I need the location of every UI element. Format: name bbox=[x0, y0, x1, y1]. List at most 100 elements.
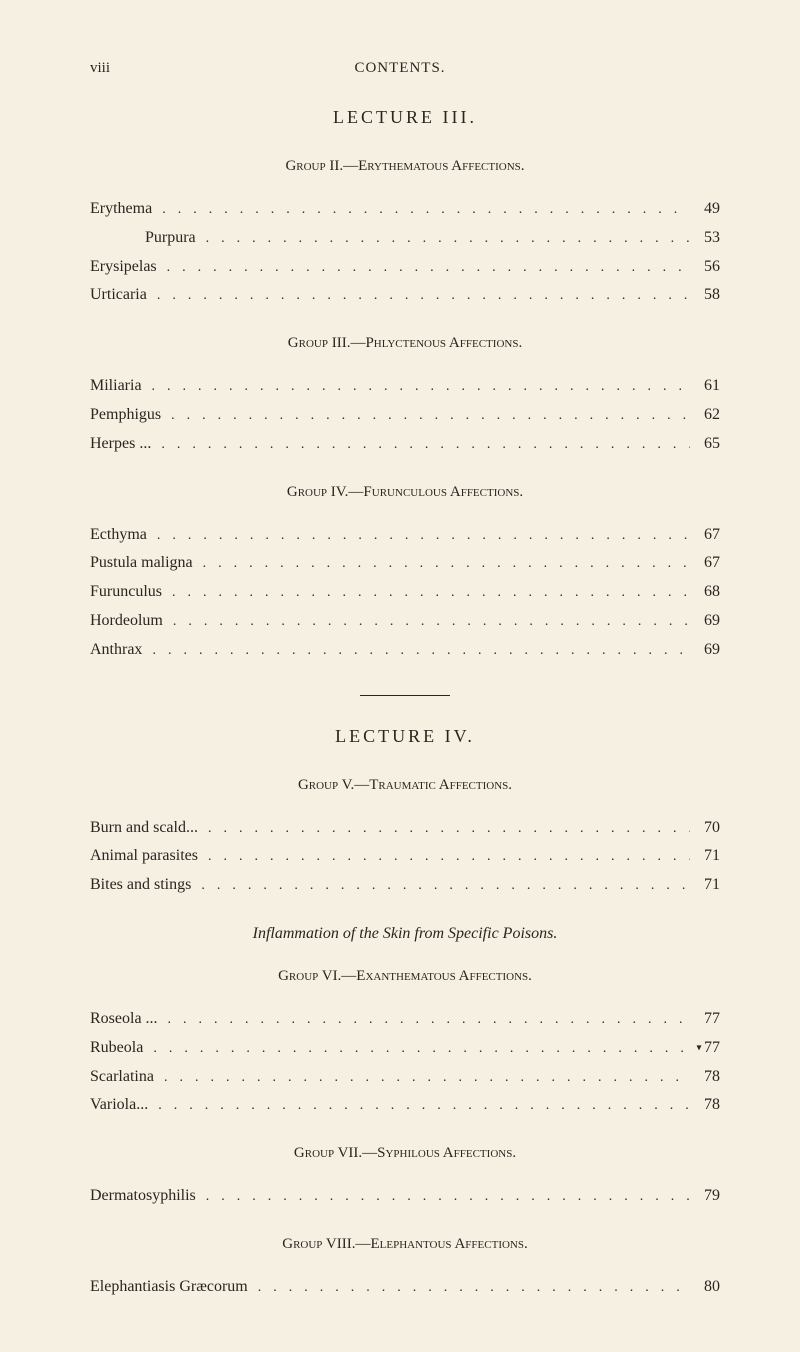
toc-label: Ecthyma bbox=[90, 521, 147, 550]
toc-page-number: 67 bbox=[690, 521, 720, 550]
header-spacer bbox=[690, 60, 720, 77]
toc-line: Pustula maligna.........................… bbox=[90, 549, 720, 578]
toc-page-number: 61 bbox=[690, 372, 720, 401]
group-8-items: Elephantiasis Græcorum..................… bbox=[90, 1273, 720, 1302]
toc-line: Herpes .................................… bbox=[90, 430, 720, 459]
toc-line: Purpura.................................… bbox=[90, 224, 720, 253]
toc-page-number: 79 bbox=[690, 1182, 720, 1211]
toc-line: Variola.................................… bbox=[90, 1091, 720, 1120]
toc-label: Erythema bbox=[90, 195, 152, 224]
toc-label: Roseola ... bbox=[90, 1005, 158, 1034]
toc-page-number: 49 bbox=[690, 195, 720, 224]
toc-page-number: 69 bbox=[690, 607, 720, 636]
toc-dots: ........................................ bbox=[152, 197, 690, 222]
toc-page-number: 71 bbox=[690, 842, 720, 871]
page-container: viii CONTENTS. LECTURE III. Group II.—Er… bbox=[0, 0, 800, 1352]
toc-line: Burn and scald..........................… bbox=[90, 814, 720, 843]
group-7-title: Group VII.—Syphilous Affections. bbox=[90, 1145, 720, 1162]
toc-page-number: 80 bbox=[690, 1273, 720, 1302]
lecture-3-title: LECTURE III. bbox=[90, 107, 720, 128]
toc-page-number: 70 bbox=[690, 814, 720, 843]
toc-dots: ........................................ bbox=[143, 1036, 690, 1061]
group-5-items: Burn and scald..........................… bbox=[90, 814, 720, 900]
group-6-items: Roseola ................................… bbox=[90, 1005, 720, 1120]
group-2-items: Erythema................................… bbox=[90, 195, 720, 310]
toc-label: Erysipelas bbox=[90, 253, 157, 282]
group-2-title: Group II.—Erythematous Affections. bbox=[90, 158, 720, 175]
toc-dots: ........................................ bbox=[147, 283, 690, 308]
toc-page-number: 71 bbox=[690, 871, 720, 900]
toc-label: Burn and scald... bbox=[90, 814, 198, 843]
page-numeral: viii bbox=[90, 60, 110, 77]
toc-line: Scarlatina..............................… bbox=[90, 1063, 720, 1092]
toc-line: Roseola ................................… bbox=[90, 1005, 720, 1034]
toc-line: Bites and stings........................… bbox=[90, 871, 720, 900]
toc-line: Furunculus..............................… bbox=[90, 578, 720, 607]
group-7-items: Dermatosyphilis.........................… bbox=[90, 1182, 720, 1211]
toc-dots: ........................................ bbox=[157, 255, 690, 280]
group-4-section: Group IV.—Furunculous Affections. Ecthym… bbox=[90, 484, 720, 665]
toc-line: Anthrax.................................… bbox=[90, 636, 720, 665]
group-3-items: Miliaria................................… bbox=[90, 372, 720, 458]
toc-dots: ........................................ bbox=[248, 1275, 690, 1300]
group-7-section: Group VII.—Syphilous Affections. Dermato… bbox=[90, 1145, 720, 1211]
toc-label: Hordeolum bbox=[90, 607, 163, 636]
toc-page-number: 77 bbox=[690, 1005, 720, 1034]
toc-line: Dermatosyphilis.........................… bbox=[90, 1182, 720, 1211]
group-4-items: Ecthyma.................................… bbox=[90, 521, 720, 665]
group-6-section: Group VI.—Exanthematous Affections. Rose… bbox=[90, 968, 720, 1120]
group-8-section: Group VIII.—Elephantous Affections. Elep… bbox=[90, 1236, 720, 1302]
specific-poisons-subtitle: Inflammation of the Skin from Specific P… bbox=[90, 925, 720, 943]
toc-label: Urticaria bbox=[90, 281, 147, 310]
group-8-title: Group VIII.—Elephantous Affections. bbox=[90, 1236, 720, 1253]
toc-label: Variola... bbox=[90, 1091, 148, 1120]
toc-label: Anthrax bbox=[90, 636, 142, 665]
toc-dots: ........................................ bbox=[161, 403, 690, 428]
toc-label: Bites and stings bbox=[90, 871, 191, 900]
toc-dots: ........................................ bbox=[147, 523, 690, 548]
group-5-title: Group V.—Traumatic Affections. bbox=[90, 777, 720, 794]
toc-label: Elephantiasis Græcorum bbox=[90, 1273, 248, 1302]
toc-label: Scarlatina bbox=[90, 1063, 154, 1092]
divider-line bbox=[360, 695, 450, 696]
toc-label: Animal parasites bbox=[90, 842, 198, 871]
toc-dots: ........................................ bbox=[193, 551, 690, 576]
group-5-section: Group V.—Traumatic Affections. Burn and … bbox=[90, 777, 720, 900]
toc-dots: ........................................ bbox=[196, 226, 690, 251]
group-6-title: Group VI.—Exanthematous Affections. bbox=[90, 968, 720, 985]
toc-page-number: 78 bbox=[690, 1091, 720, 1120]
toc-label: Herpes ... bbox=[90, 430, 151, 459]
toc-page-number: 68 bbox=[690, 578, 720, 607]
toc-page-number: 69 bbox=[690, 636, 720, 665]
group-3-title: Group III.—Phlyctenous Affections. bbox=[90, 335, 720, 352]
toc-label: Furunculus bbox=[90, 578, 162, 607]
toc-label: Miliaria bbox=[90, 372, 142, 401]
toc-dots: ........................................ bbox=[198, 816, 690, 841]
group-4-title: Group IV.—Furunculous Affections. bbox=[90, 484, 720, 501]
toc-page-number: 67 bbox=[690, 549, 720, 578]
toc-page-number: 58 bbox=[690, 281, 720, 310]
toc-label: Purpura bbox=[90, 224, 196, 253]
toc-dots: ........................................ bbox=[163, 609, 690, 634]
lecture-4-title: LECTURE IV. bbox=[90, 726, 720, 747]
toc-line: Ecthyma.................................… bbox=[90, 521, 720, 550]
toc-page-number: 62 bbox=[690, 401, 720, 430]
toc-label: Pustula maligna bbox=[90, 549, 193, 578]
toc-dots: ........................................ bbox=[196, 1184, 690, 1209]
toc-dots: ........................................ bbox=[191, 873, 690, 898]
star-marker-icon: ▾ bbox=[696, 1042, 704, 1053]
page-header: viii CONTENTS. bbox=[90, 60, 720, 77]
toc-page-number: 53 bbox=[690, 224, 720, 253]
toc-line: Hordeolum...............................… bbox=[90, 607, 720, 636]
toc-label: Rubeola bbox=[90, 1034, 143, 1063]
toc-line: Miliaria................................… bbox=[90, 372, 720, 401]
toc-dots: ........................................ bbox=[198, 844, 690, 869]
toc-label: Pemphigus bbox=[90, 401, 161, 430]
toc-line: Erythema................................… bbox=[90, 195, 720, 224]
toc-page-number: 56 bbox=[690, 253, 720, 282]
group-2-section: Group II.—Erythematous Affections. Eryth… bbox=[90, 158, 720, 310]
toc-line: Rubeola.................................… bbox=[90, 1034, 720, 1063]
header-title: CONTENTS. bbox=[354, 60, 445, 77]
toc-line: Animal parasites........................… bbox=[90, 842, 720, 871]
toc-page-number: 65 bbox=[690, 430, 720, 459]
